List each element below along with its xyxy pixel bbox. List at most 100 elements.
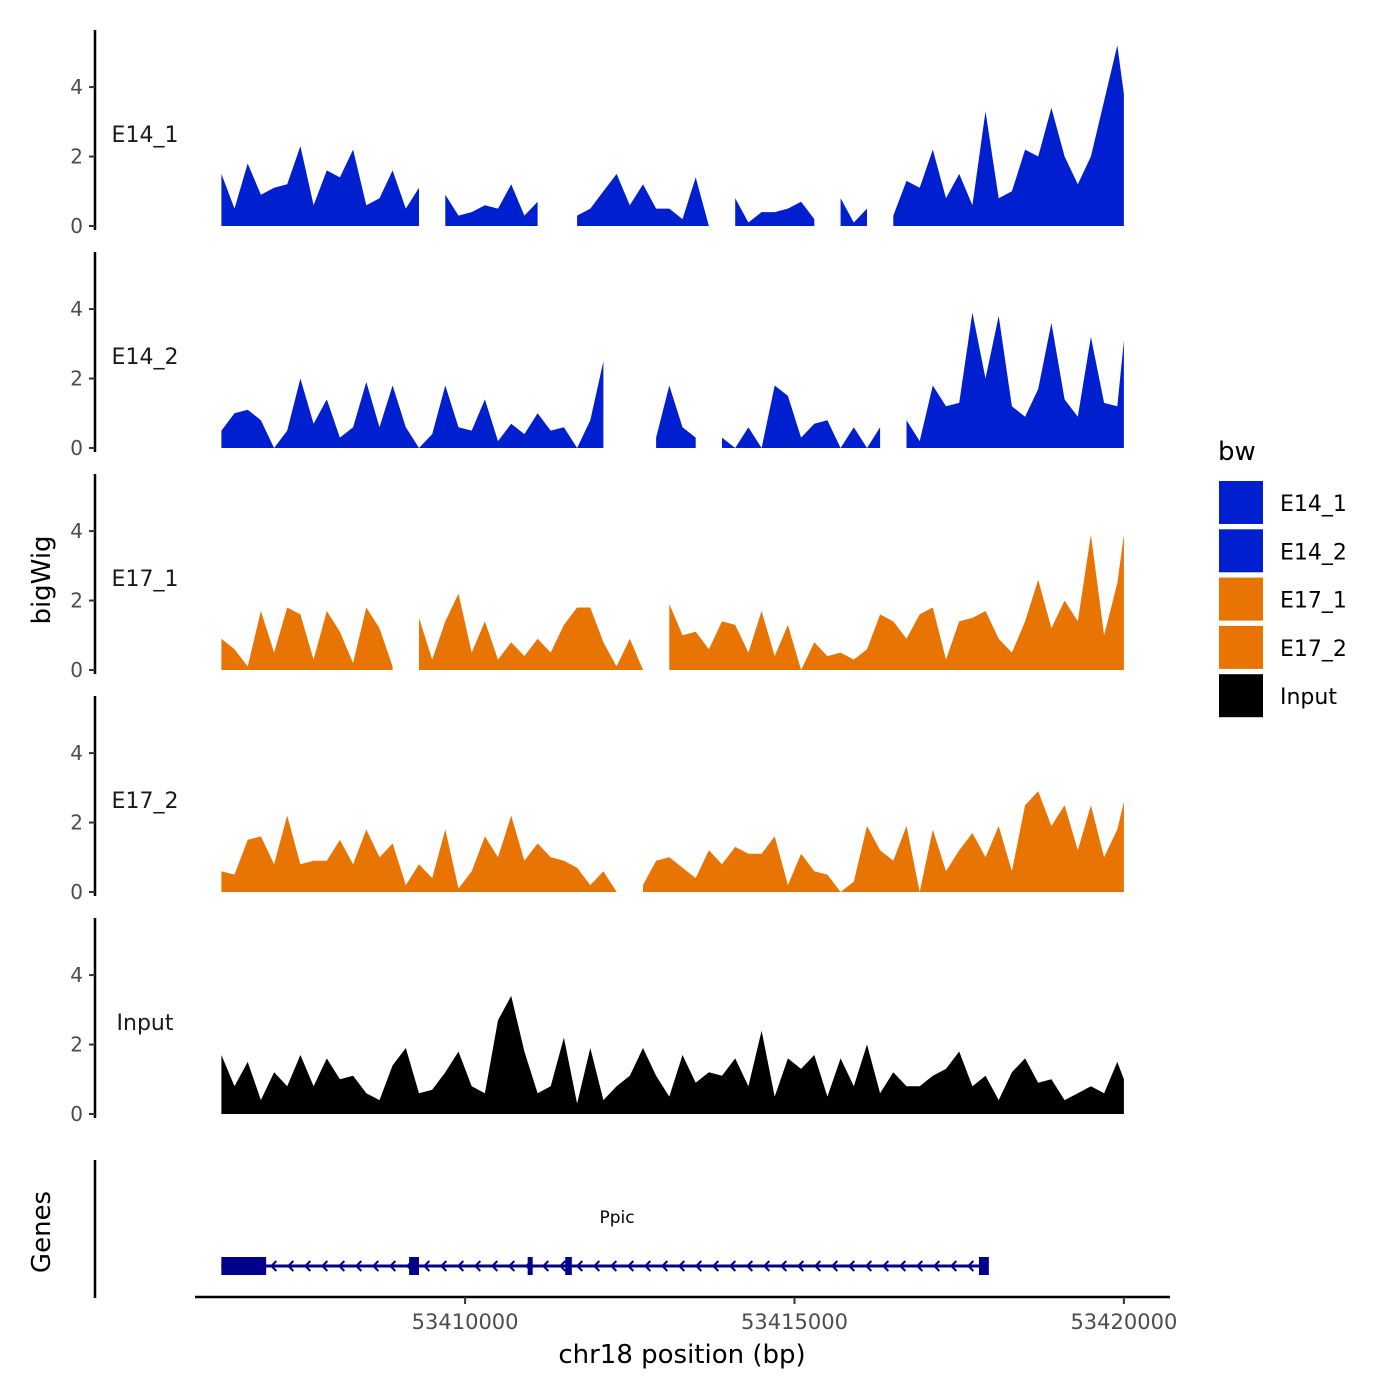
- track-E14_2: 0 2 4 E14_2: [70, 252, 1124, 460]
- y-tick-label: 4: [70, 297, 83, 321]
- exon: [565, 1257, 572, 1275]
- y-tick-label: 4: [70, 963, 83, 987]
- strand-arrow: [490, 1260, 499, 1272]
- area-segment: [221, 995, 1124, 1114]
- track-E14_1: 0 2 4 E14_1: [70, 30, 1124, 238]
- strand-arrow: [898, 1260, 907, 1272]
- area-segment: [221, 361, 604, 448]
- track-Input: 0 2 4 Input: [70, 918, 1124, 1126]
- strand-arrow: [626, 1260, 635, 1272]
- track-E17_1: 0 2 4 E17_1: [70, 474, 1124, 682]
- y-tick-label: 2: [70, 589, 83, 613]
- strand-arrow: [337, 1260, 346, 1272]
- strand-arrow: [439, 1260, 448, 1272]
- area-segment: [221, 607, 393, 670]
- strand-arrow: [422, 1260, 431, 1272]
- track-panels: 0 2 4 E14_1 0 2 4 E14_2 0 2 4 E17_1 0 2 4 E17_2 0 2 4 Input: [70, 30, 1124, 1126]
- track-label: Input: [117, 1011, 174, 1036]
- area-segment: [656, 385, 696, 448]
- exon: [978, 1257, 989, 1275]
- legend-swatch: [1219, 529, 1263, 573]
- strand-arrow: [388, 1260, 397, 1272]
- legend-swatch: [1219, 481, 1263, 524]
- strand-arrow: [507, 1260, 516, 1272]
- y-tick-label: 0: [70, 214, 83, 238]
- y-tick-label: 4: [70, 519, 83, 543]
- strand-arrow: [558, 1260, 567, 1272]
- x-tick-label: 53415000: [741, 1310, 848, 1334]
- strand-arrow: [371, 1260, 380, 1272]
- track-label: E14_2: [112, 345, 179, 370]
- strand-arrow: [541, 1260, 550, 1272]
- strand-arrow: [728, 1260, 737, 1272]
- area-segment: [893, 45, 1124, 227]
- x-axis-title: chr18 position (bp): [558, 1340, 805, 1370]
- genes-axis-title: Genes: [27, 1191, 57, 1273]
- area-segment: [643, 791, 1124, 892]
- area-segment: [419, 593, 643, 670]
- strand-arrow: [813, 1260, 822, 1272]
- strand-arrow: [694, 1260, 703, 1272]
- gene-name-label: Ppic: [599, 1208, 634, 1228]
- strand-arrow: [456, 1260, 465, 1272]
- legend-swatch: [1219, 674, 1263, 718]
- strand-arrow: [592, 1260, 601, 1272]
- strand-arrow: [354, 1260, 363, 1272]
- legend-swatch: [1219, 625, 1263, 669]
- area-segment: [221, 146, 419, 226]
- strand-arrow: [643, 1260, 652, 1272]
- strand-arrow: [830, 1260, 839, 1272]
- exon: [221, 1257, 267, 1275]
- y-tick-label: 2: [70, 1033, 83, 1057]
- strand-arrow: [762, 1260, 771, 1272]
- y-tick-label: 2: [70, 811, 83, 835]
- strand-arrow: [779, 1260, 788, 1272]
- track-E17_2: 0 2 4 E17_2: [70, 696, 1124, 904]
- y-tick-label: 0: [70, 436, 83, 460]
- legend-title: bw: [1218, 437, 1256, 467]
- strand-arrow: [711, 1260, 720, 1272]
- area-segment: [445, 184, 538, 226]
- strand-arrow: [677, 1260, 686, 1272]
- legend-label: Input: [1280, 685, 1337, 710]
- legend-label: E14_2: [1280, 540, 1347, 565]
- strand-arrow: [473, 1260, 482, 1272]
- area-segment: [577, 173, 709, 226]
- area-segment: [221, 815, 617, 892]
- strand-arrow: [609, 1260, 618, 1272]
- track-label: E17_2: [112, 789, 179, 814]
- area-segment: [906, 312, 1124, 448]
- strand-arrow: [864, 1260, 873, 1272]
- strand-arrow: [286, 1260, 295, 1272]
- strand-arrow: [932, 1260, 941, 1272]
- strand-arrow: [303, 1260, 312, 1272]
- strand-arrow: [915, 1260, 924, 1272]
- y-tick-label: 4: [70, 75, 83, 99]
- y-tick-label: 2: [70, 145, 83, 169]
- y-tick-label: 0: [70, 1102, 83, 1126]
- legend-swatch: [1219, 577, 1263, 621]
- area-segment: [722, 385, 881, 448]
- track-label: E17_1: [112, 567, 179, 592]
- strand-arrow: [949, 1260, 958, 1272]
- strand-arrow: [660, 1260, 669, 1272]
- legend-label: E14_1: [1280, 492, 1347, 517]
- y-tick-label: 0: [70, 880, 83, 904]
- y-tick-label: 2: [70, 367, 83, 391]
- track-label: E14_1: [112, 123, 179, 148]
- x-tick-label: 53410000: [412, 1310, 519, 1334]
- exon: [409, 1257, 419, 1275]
- strand-arrow: [320, 1260, 329, 1272]
- legend-label: E17_1: [1280, 589, 1347, 614]
- legend: E14_1 E14_2 E17_1 E17_2 Input: [1219, 481, 1347, 718]
- y-axis-title: bigWig: [27, 535, 57, 624]
- area-segment: [840, 198, 867, 226]
- legend-label: E17_2: [1280, 637, 1347, 662]
- strand-arrow: [269, 1260, 278, 1272]
- strand-arrow: [796, 1260, 805, 1272]
- area-segment: [669, 534, 1124, 670]
- x-axis: 53410000 53415000 53420000: [195, 1295, 1177, 1334]
- strand-arrow: [575, 1260, 584, 1272]
- gene-track: Ppic: [93, 1160, 989, 1298]
